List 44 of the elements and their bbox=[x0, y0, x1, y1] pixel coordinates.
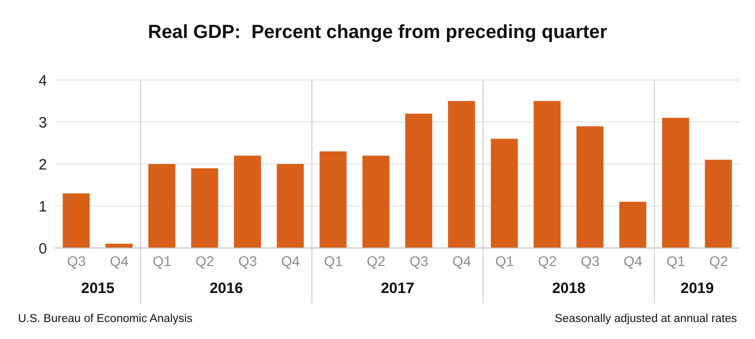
x-tick-label: Q1 bbox=[324, 252, 343, 269]
x-tick-label: Q2 bbox=[366, 252, 386, 269]
x-tick-label: Q4 bbox=[624, 252, 643, 269]
bar bbox=[490, 138, 518, 248]
bar bbox=[276, 164, 304, 248]
bar bbox=[534, 101, 561, 248]
x-tick-label: Q4 bbox=[110, 252, 129, 269]
x-tick-label: Q3 bbox=[238, 252, 258, 269]
text: Seasonally adjusted at annual rates bbox=[554, 313, 737, 325]
text: 2019 bbox=[680, 280, 715, 297]
bar bbox=[234, 156, 261, 248]
bar bbox=[576, 126, 604, 248]
x-tick-label: Q1 bbox=[666, 252, 686, 269]
text: 2015 bbox=[80, 280, 116, 297]
text: 2017 bbox=[380, 280, 416, 297]
bar bbox=[405, 114, 432, 248]
text: 2016 bbox=[208, 280, 244, 297]
y-tick-label: 3 bbox=[38, 114, 47, 132]
bar bbox=[704, 160, 732, 248]
text: 2018 bbox=[551, 280, 586, 297]
y-tick-label: 0 bbox=[38, 240, 47, 258]
bar bbox=[619, 202, 646, 248]
x-tick-label: Q3 bbox=[580, 252, 600, 269]
bar bbox=[191, 168, 218, 248]
bar bbox=[448, 101, 476, 248]
x-tick-label: Q2 bbox=[709, 252, 728, 269]
x-tick-label: Q4 bbox=[452, 252, 472, 269]
text: U.S. Bureau of Economic Analysis bbox=[18, 313, 192, 325]
x-tick-label: Q4 bbox=[281, 252, 300, 269]
bar bbox=[320, 151, 347, 248]
bar bbox=[362, 156, 390, 248]
x-tick-label: Q3 bbox=[67, 252, 86, 269]
y-tick-label: 1 bbox=[38, 198, 47, 216]
y-tick-label: 4 bbox=[38, 72, 47, 90]
x-tick-label: Q2 bbox=[196, 252, 214, 269]
x-tick-label: Q3 bbox=[410, 252, 428, 269]
bar bbox=[662, 118, 690, 248]
bar bbox=[148, 164, 176, 248]
y-tick-label: 2 bbox=[38, 156, 47, 174]
bar bbox=[62, 193, 90, 248]
x-tick-label: Q1 bbox=[152, 252, 172, 269]
x-tick-label: Q1 bbox=[495, 252, 514, 269]
chart-title: Real GDP: Percent change from preceding quarter bbox=[146, 22, 608, 44]
x-tick-label: Q2 bbox=[538, 252, 557, 269]
